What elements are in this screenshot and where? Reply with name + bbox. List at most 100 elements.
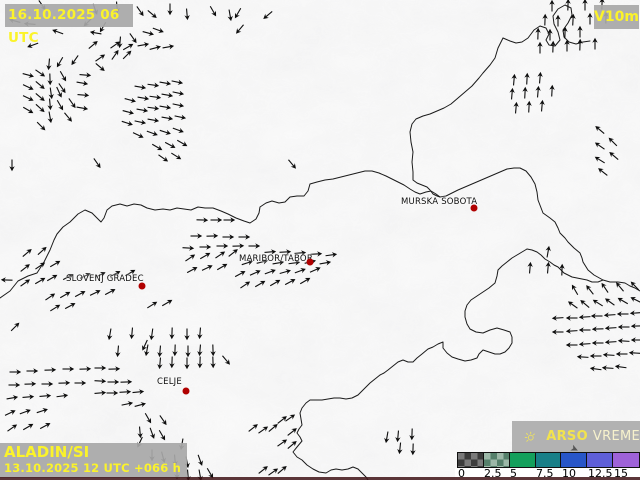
border-line	[409, 37, 504, 198]
wind-arrow	[539, 99, 545, 112]
wind-arrow	[565, 0, 571, 11]
wind-arrow	[147, 301, 158, 309]
wind-arrow	[551, 329, 564, 335]
wind-arrow	[24, 381, 37, 387]
wind-arrow	[62, 274, 74, 281]
wind-arrow	[630, 337, 640, 343]
wind-arrow	[206, 467, 214, 479]
colorbar-tick-label: 0	[458, 467, 465, 480]
city-dot	[306, 258, 314, 266]
wind-arrow	[122, 43, 134, 51]
wind-arrow	[210, 344, 216, 357]
wind-arrow	[26, 368, 39, 374]
wind-arrow	[164, 141, 176, 148]
wind-arrow	[277, 416, 287, 424]
wind-arrow	[547, 28, 553, 41]
wind-arrow	[617, 297, 629, 305]
wind-arrow	[64, 303, 76, 310]
valid-time-label: 16.10.2025 06 UTC	[8, 7, 120, 46]
wind-arrow	[524, 72, 530, 85]
wind-arrow	[144, 344, 150, 357]
country-borders	[0, 4, 640, 480]
wind-arrow	[0, 277, 13, 283]
wind-arrow	[106, 390, 119, 396]
wind-arrow	[309, 267, 321, 273]
wind-arrow	[576, 354, 589, 360]
wind-arrow	[134, 84, 147, 90]
wind-arrow	[617, 324, 630, 330]
wind-arrow	[199, 244, 212, 250]
colorbar-cell	[561, 453, 588, 467]
wind-arrow	[44, 367, 57, 373]
wind-arrow	[147, 105, 160, 111]
wind-arrow	[159, 80, 172, 86]
wind-arrow	[120, 379, 133, 385]
wind-arrow	[129, 33, 137, 44]
wind-arrow	[206, 233, 219, 239]
wind-arrow	[161, 92, 174, 98]
wind-arrow	[222, 355, 230, 365]
wind-arrow	[601, 365, 614, 371]
wind-arrow	[592, 37, 598, 50]
wind-arrow	[93, 158, 101, 169]
wind-arrow	[629, 310, 640, 316]
wind-arrow	[277, 439, 288, 447]
wind-arrow	[603, 312, 616, 318]
wind-arrow	[197, 454, 203, 466]
wind-arrow	[185, 345, 191, 358]
wind-arrow	[171, 79, 184, 85]
wind-arrow	[238, 234, 251, 240]
wind-arrow	[52, 29, 64, 35]
wind-arrow	[199, 252, 211, 260]
wind-arrow	[196, 217, 209, 223]
wind-arrow	[184, 357, 190, 370]
wind-arrow	[107, 379, 120, 385]
wind-arrow	[565, 315, 578, 321]
border-line	[0, 167, 640, 299]
wind-arrow	[39, 393, 52, 399]
wind-arrow	[190, 233, 203, 239]
wind-arrow	[604, 298, 615, 306]
wind-arrow	[20, 279, 31, 287]
wind-arrow	[268, 424, 278, 432]
wind-arrow	[157, 357, 163, 370]
wind-arrow	[279, 249, 292, 255]
wind-arrow	[79, 273, 91, 279]
wind-arrow	[565, 342, 578, 348]
wind-arrow	[129, 327, 135, 340]
wind-arrow	[159, 104, 172, 110]
wind-arrow	[56, 393, 69, 399]
wind-arrow	[89, 30, 102, 36]
wind-arrow	[549, 84, 555, 97]
wind-arrow	[36, 121, 46, 131]
city-label: MARIBOR/TABOR	[239, 254, 313, 264]
wind-arrow	[36, 408, 48, 414]
wind-arrow	[513, 101, 519, 114]
wind-arrow	[94, 365, 107, 371]
wind-arrow	[587, 12, 593, 25]
wind-arrow	[248, 243, 261, 249]
wind-arrow	[249, 270, 261, 276]
wind-arrow	[294, 250, 307, 256]
wind-arrow	[227, 9, 233, 22]
wind-arrow	[34, 277, 46, 285]
wind-arrow	[169, 327, 175, 340]
wind-arrow	[580, 300, 590, 308]
arso-vreme-logo-box: ARSO VREME	[512, 421, 640, 452]
wind-arrow	[48, 87, 54, 100]
wind-arrow	[284, 279, 296, 286]
wind-arrow	[4, 410, 16, 416]
wind-arrow	[45, 293, 56, 301]
bottom-edge-strip	[0, 477, 640, 480]
wind-arrow	[176, 139, 188, 147]
wind-arrow	[35, 103, 45, 113]
city-label: CELJE	[157, 377, 182, 387]
wind-arrow	[56, 86, 62, 98]
wind-arrow	[201, 265, 213, 271]
wind-arrow	[287, 441, 297, 449]
wind-arrow	[115, 345, 121, 358]
wind-arrow	[122, 109, 134, 115]
colorbar-tick-strip: 0 2.5 5 7.5 10 12.5 15	[455, 467, 640, 480]
wind-arrow	[577, 25, 583, 38]
colorbar-cell-checker	[483, 453, 510, 467]
